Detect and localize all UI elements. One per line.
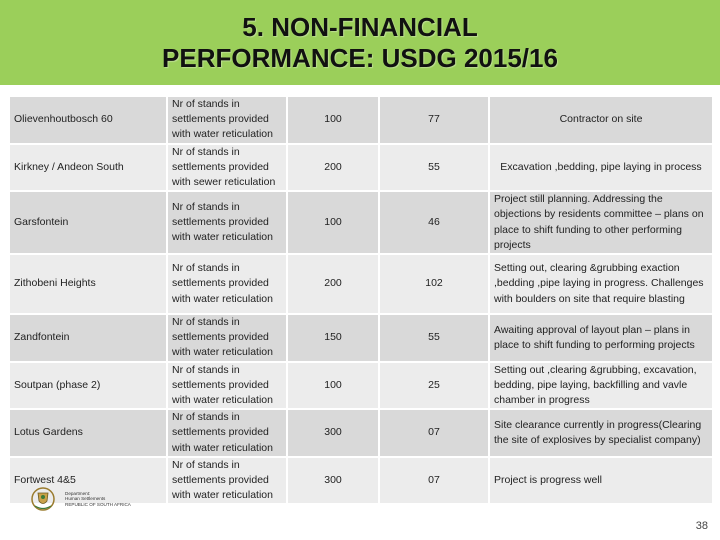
status-text: Site clearance currently in progress(Cle… [488, 408, 714, 458]
actual-value: 55 [378, 142, 490, 193]
indicator-description: Nr of stands in settlements provided wit… [166, 360, 288, 411]
actual-value: 07 [378, 455, 490, 506]
target-value: 300 [286, 455, 380, 506]
performance-table: Olievenhoutbosch 60 Nr of stands in sett… [8, 95, 714, 506]
status-text: Awaiting approval of layout plan – plans… [488, 313, 714, 363]
table-row: Kirkney / Andeon South Nr of stands in s… [8, 142, 714, 193]
status-text: Project is progress well [488, 455, 714, 506]
table-row: Lotus Gardens Nr of stands in settlement… [8, 408, 714, 458]
logo-line: Department: [65, 490, 91, 496]
status-text: Contractor on site [488, 95, 714, 145]
table-row: Soutpan (phase 2) Nr of stands in settle… [8, 360, 714, 411]
logo-line: REPUBLIC OF SOUTH AFRICA [65, 501, 131, 507]
project-name: Kirkney / Andeon South [8, 142, 168, 193]
project-name: Zithobeni Heights [8, 253, 168, 316]
actual-value: 102 [378, 253, 490, 316]
actual-value: 25 [378, 360, 490, 411]
status-text: Setting out ,clearing &grubbing, excavat… [488, 360, 714, 411]
status-text: Excavation ,bedding, pipe laying in proc… [488, 142, 714, 193]
project-name: Soutpan (phase 2) [8, 360, 168, 411]
table-row: Garsfontein Nr of stands in settlements … [8, 190, 714, 256]
target-value: 100 [286, 360, 380, 411]
logo-text: Department: Human Settlements REPUBLIC O… [65, 491, 131, 508]
project-name: Zandfontein [8, 313, 168, 363]
status-text: Setting out, clearing &grubbing exaction… [488, 253, 714, 316]
target-value: 100 [286, 190, 380, 256]
indicator-description: Nr of stands in settlements provided wit… [166, 408, 288, 458]
status-text: Project still planning. Addressing the o… [488, 190, 714, 256]
actual-value: 77 [378, 95, 490, 145]
indicator-description: Nr of stands in settlements provided wit… [166, 253, 288, 316]
indicator-description: Nr of stands in settlements provided wit… [166, 313, 288, 363]
table-row: Olievenhoutbosch 60 Nr of stands in sett… [8, 95, 714, 145]
target-value: 200 [286, 253, 380, 316]
page-title-line-2: PERFORMANCE: USDG 2015/16 [162, 42, 558, 73]
table-row: Fortwest 4&5 Nr of stands in settlements… [8, 455, 714, 506]
logo-line: Human Settlements [65, 496, 106, 502]
project-name: Olievenhoutbosch 60 [8, 95, 168, 145]
indicator-description: Nr of stands in settlements provided wit… [166, 190, 288, 256]
actual-value: 07 [378, 408, 490, 458]
project-name: Fortwest 4&5 [8, 455, 168, 506]
target-value: 200 [286, 142, 380, 193]
indicator-description: Nr of stands in settlements provided wit… [166, 455, 288, 506]
target-value: 300 [286, 408, 380, 458]
target-value: 150 [286, 313, 380, 363]
actual-value: 55 [378, 313, 490, 363]
department-logo: Department: Human Settlements REPUBLIC O… [30, 486, 170, 512]
project-name: Lotus Gardens [8, 408, 168, 458]
target-value: 100 [286, 95, 380, 145]
table-row: Zandfontein Nr of stands in settlements … [8, 313, 714, 363]
coat-of-arms-icon [31, 487, 55, 511]
indicator-description: Nr of stands in settlements provided wit… [166, 142, 288, 193]
title-bar: 5. NON-FINANCIAL PERFORMANCE: USDG 2015/… [0, 0, 720, 85]
project-name: Garsfontein [8, 190, 168, 256]
table-row: Zithobeni Heights Nr of stands in settle… [8, 253, 714, 316]
actual-value: 46 [378, 190, 490, 256]
indicator-description: Nr of stands in settlements provided wit… [166, 95, 288, 145]
page-title-line-1: 5. NON-FINANCIAL [242, 11, 478, 42]
page-number: 38 [695, 520, 708, 532]
